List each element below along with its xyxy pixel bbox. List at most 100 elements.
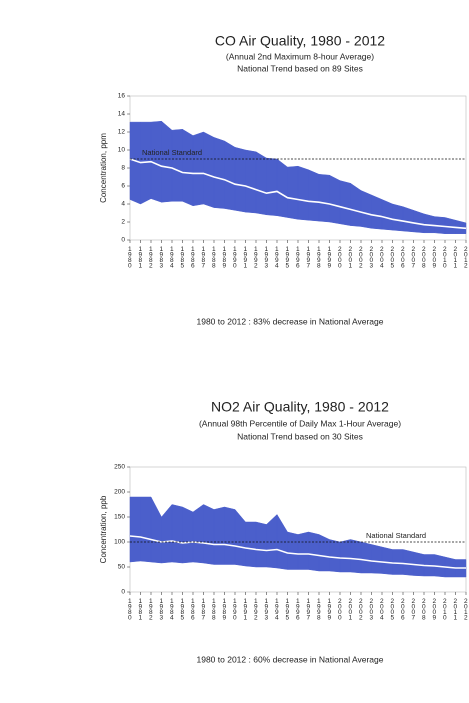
band-segment bbox=[308, 169, 320, 222]
band-segment bbox=[371, 544, 383, 574]
x-tick-label: 1985 bbox=[179, 246, 186, 268]
x-tick-label: 1982 bbox=[147, 246, 154, 268]
chart-subtitle: (Annual 98th Percentile of Daily Max 1-H… bbox=[199, 418, 401, 428]
band-segment bbox=[150, 496, 162, 564]
x-tick-label: 2010 bbox=[441, 598, 448, 620]
x-tick-label: 2000 bbox=[336, 246, 343, 268]
band-segment bbox=[129, 121, 141, 205]
band-segment bbox=[255, 521, 267, 568]
x-tick-label: 1997 bbox=[305, 598, 312, 620]
x-tick-label: 1984 bbox=[168, 246, 175, 268]
y-tick-label: 100 bbox=[114, 539, 125, 546]
y-tick-label: 10 bbox=[118, 147, 126, 154]
chart-subtitle: (Annual 2nd Maximum 8-hour Average) bbox=[226, 51, 374, 61]
band-segment bbox=[213, 506, 225, 565]
y-tick-label: 8 bbox=[121, 165, 125, 172]
band-segment bbox=[455, 219, 467, 234]
x-tick-label: 2012 bbox=[462, 246, 469, 268]
chart-subtitle: National Trend based on 89 Sites bbox=[237, 63, 363, 73]
x-tick-label: 1999 bbox=[326, 246, 333, 268]
mean-line bbox=[129, 158, 467, 230]
band-segment bbox=[402, 206, 414, 233]
band-segment bbox=[339, 539, 351, 573]
reference-label: National Standard bbox=[142, 148, 202, 157]
x-tick-label: 1982 bbox=[147, 598, 154, 620]
x-tick-label: 1998 bbox=[315, 598, 322, 620]
x-tick-label: 2002 bbox=[357, 246, 364, 268]
band-segment bbox=[381, 546, 393, 575]
y-tick-label: 2 bbox=[121, 219, 125, 226]
x-tick-label: 2009 bbox=[431, 246, 438, 268]
x-tick-label: 1990 bbox=[231, 598, 238, 620]
band-segment bbox=[287, 165, 299, 220]
x-tick-label: 1985 bbox=[179, 598, 186, 620]
band-segment bbox=[161, 503, 173, 564]
x-tick-label: 1993 bbox=[263, 598, 270, 620]
x-tick-label: 2000 bbox=[336, 598, 343, 620]
band-segment bbox=[371, 194, 383, 230]
x-tick-label: 2008 bbox=[420, 598, 427, 620]
x-tick-label: 1999 bbox=[326, 598, 333, 620]
x-tick-label: 2007 bbox=[410, 598, 417, 620]
x-tick-label: 2003 bbox=[368, 246, 375, 268]
band-segment bbox=[234, 146, 246, 213]
band-segment bbox=[297, 531, 309, 570]
band-segment bbox=[182, 506, 194, 564]
x-tick-label: 1987 bbox=[200, 246, 207, 268]
y-tick-label: 14 bbox=[118, 111, 126, 118]
x-tick-label: 2012 bbox=[462, 598, 469, 620]
band-segment bbox=[192, 131, 204, 207]
x-tick-label: 1988 bbox=[210, 598, 217, 620]
band-segment bbox=[329, 174, 341, 225]
band-segment bbox=[350, 539, 362, 574]
band-segment bbox=[360, 541, 372, 574]
band-segment bbox=[161, 120, 173, 203]
x-tick-label: 1998 bbox=[315, 246, 322, 268]
x-tick-label: 1994 bbox=[273, 598, 280, 620]
band-segment bbox=[413, 209, 425, 234]
band-segment bbox=[392, 203, 404, 232]
band-segment bbox=[381, 199, 393, 231]
band-segment bbox=[224, 140, 236, 211]
x-tick-label: 1996 bbox=[294, 598, 301, 620]
y-tick-label: 200 bbox=[114, 489, 125, 496]
x-tick-label: 1986 bbox=[189, 246, 196, 268]
band-segment bbox=[360, 190, 372, 229]
x-tick-label: 2011 bbox=[452, 246, 459, 268]
x-tick-label: 2009 bbox=[431, 598, 438, 620]
x-tick-label: 2011 bbox=[452, 598, 459, 620]
x-tick-label: 1989 bbox=[221, 598, 228, 620]
band-segment bbox=[423, 213, 435, 234]
x-tick-label: 1981 bbox=[137, 246, 144, 268]
band-segment bbox=[402, 549, 414, 576]
band-segment bbox=[318, 174, 330, 223]
x-tick-label: 1991 bbox=[242, 598, 249, 620]
x-tick-label: 1992 bbox=[252, 246, 259, 268]
x-tick-label: 1989 bbox=[221, 246, 228, 268]
band-segment bbox=[350, 182, 362, 227]
x-tick-label: 1980 bbox=[126, 598, 133, 620]
y-tick-label: 4 bbox=[121, 201, 125, 208]
x-tick-label: 1988 bbox=[210, 246, 217, 268]
band-segment bbox=[266, 513, 278, 569]
band-segment bbox=[192, 504, 204, 564]
band-segment bbox=[266, 157, 278, 216]
y-tick-label: 150 bbox=[114, 514, 125, 521]
footnote: 1980 to 2012 : 83% decrease in National … bbox=[197, 316, 384, 326]
x-tick-label: 2007 bbox=[410, 246, 417, 268]
x-tick-label: 1983 bbox=[158, 246, 165, 268]
band-segment bbox=[213, 137, 225, 209]
x-tick-label: 2002 bbox=[357, 598, 364, 620]
band-segment bbox=[297, 165, 309, 221]
x-tick-label: 1994 bbox=[273, 246, 280, 268]
y-axis-label: Concentration, ppm bbox=[99, 133, 108, 203]
x-tick-label: 1996 bbox=[294, 246, 301, 268]
chart-title: CO Air Quality, 1980 - 2012 bbox=[215, 33, 385, 49]
band-segment bbox=[318, 534, 330, 572]
band-segment bbox=[245, 149, 257, 214]
band-segment bbox=[444, 217, 456, 234]
x-tick-label: 1997 bbox=[305, 246, 312, 268]
x-tick-label: 2006 bbox=[399, 246, 406, 268]
band-segment bbox=[329, 539, 341, 573]
